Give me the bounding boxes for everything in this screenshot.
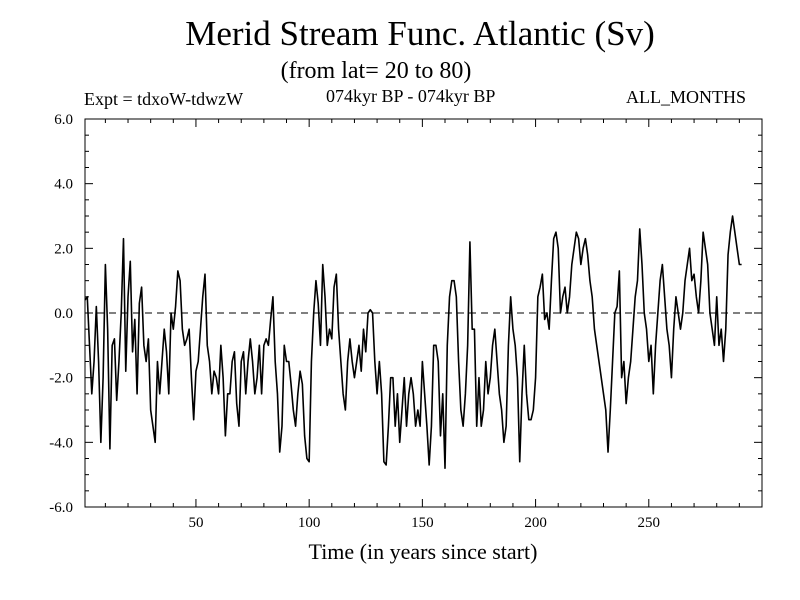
y-tick-label: -2.0: [49, 371, 73, 387]
x-tick-label: 250: [638, 515, 661, 531]
y-tick-label: 6.0: [54, 112, 73, 128]
x-tick-label: 200: [524, 515, 547, 531]
y-tick-label: -4.0: [49, 435, 73, 451]
y-tick-label: 4.0: [54, 177, 73, 193]
x-tick-label: 100: [298, 515, 321, 531]
x-axis-label: Time (in years since start): [308, 539, 538, 564]
y-tick-label: -6.0: [49, 500, 73, 516]
months-label: ALL_MONTHS: [626, 87, 746, 107]
experiment-label: Expt = tdxoW-tdwzW: [84, 89, 244, 109]
chart-title: Merid Stream Func. Atlantic (Sv): [185, 14, 655, 53]
axis-ticks: [85, 118, 763, 508]
chart-subtitle: (from lat= 20 to 80): [280, 58, 472, 84]
x-tick-label: 50: [188, 515, 203, 531]
y-tick-label: 2.0: [54, 241, 73, 257]
x-tick-label: 150: [411, 515, 434, 531]
series-line: [84, 215, 742, 470]
tick-labels: -6.0 -4.0 -2.0 0.0 2.0 4.0 6.0 50 100 150 200 250: [49, 112, 660, 531]
plot-area: [84, 215, 762, 470]
period-label: 074kyr BP - 074kyr BP: [326, 86, 496, 106]
y-tick-label: 0.0: [54, 306, 73, 322]
